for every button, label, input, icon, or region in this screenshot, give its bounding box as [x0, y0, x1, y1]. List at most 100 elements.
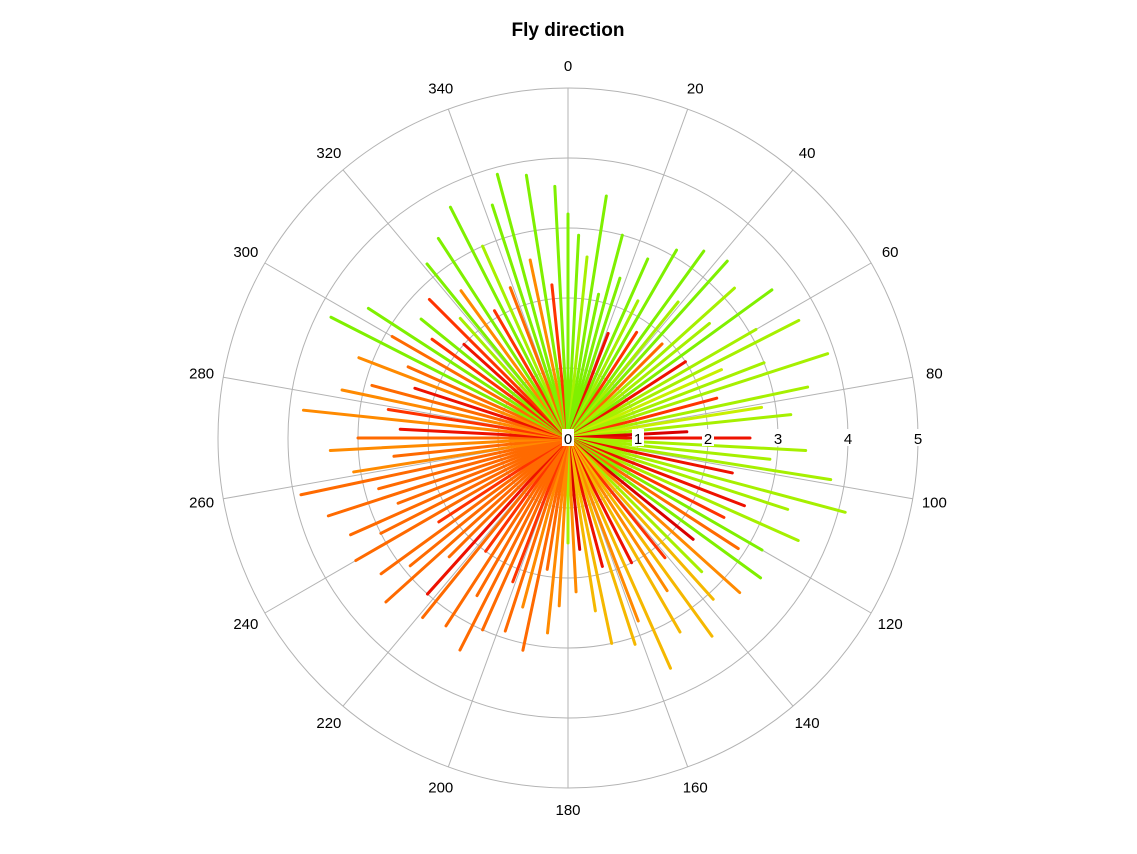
data-segment — [566, 436, 772, 461]
data-segment — [481, 436, 570, 632]
data-segment — [566, 436, 808, 452]
data-segment — [566, 436, 597, 613]
data-segment — [546, 436, 570, 635]
data-segment — [427, 297, 570, 440]
angle-tick-label: 180 — [555, 802, 580, 819]
data-segment — [566, 194, 608, 440]
data-segment — [566, 233, 581, 440]
data-segment — [370, 383, 570, 440]
data-segment — [419, 317, 570, 440]
angle-tick-label: 280 — [189, 365, 214, 382]
data-segment — [301, 408, 570, 440]
data-segment — [354, 436, 570, 562]
data-segment — [377, 436, 570, 491]
data-segment — [566, 436, 704, 574]
data-segment — [357, 356, 570, 440]
angle-tick-label: 120 — [878, 616, 903, 633]
radial-tick-label-bg — [772, 429, 784, 446]
data-segment — [448, 205, 570, 440]
angle-tick-label: 100 — [922, 495, 947, 512]
angle-tick-label: 240 — [233, 616, 258, 633]
data-segment — [566, 436, 790, 511]
data-segment — [566, 328, 758, 440]
angle-tick-label: 340 — [428, 80, 453, 97]
radial-tick-label-bg — [562, 429, 574, 446]
data-segment — [566, 436, 742, 595]
radial-tick-label: 3 — [774, 431, 782, 448]
data-segment — [349, 436, 570, 537]
data-segment — [352, 436, 570, 474]
data-segment — [566, 436, 672, 670]
data-segment — [390, 335, 570, 440]
data-segment — [566, 321, 711, 440]
data-segment — [566, 249, 706, 440]
chart-title: Fly direction — [512, 20, 625, 41]
data-segment — [566, 436, 669, 593]
data-segment — [436, 236, 570, 440]
data-segment — [566, 233, 624, 440]
data-segment — [503, 436, 570, 633]
radial-tick-label-bg — [842, 429, 854, 446]
data-segment — [528, 258, 570, 440]
data-segment — [326, 436, 570, 518]
data-segment — [566, 286, 736, 440]
data-segment — [566, 436, 764, 552]
data-segment — [408, 436, 570, 568]
data-segment — [421, 436, 570, 620]
data-segment — [386, 408, 570, 440]
data-segment — [329, 315, 570, 440]
data-segment — [566, 436, 746, 508]
data-segment — [490, 203, 570, 440]
data-segment — [566, 436, 740, 551]
radial-tick-label: 5 — [914, 431, 922, 448]
data-segment — [566, 318, 801, 440]
angle-tick-label: 60 — [882, 244, 899, 261]
data-segment — [566, 436, 637, 646]
radial-tick-label-bg — [632, 429, 644, 446]
data-segment — [566, 436, 682, 634]
data-segment — [396, 436, 570, 505]
radial-tick-label: 0 — [564, 431, 572, 448]
data-segment — [566, 255, 589, 440]
angle-tick-label: 160 — [683, 780, 708, 797]
data-segment — [566, 436, 614, 645]
data-segment — [566, 436, 833, 482]
data-segment — [566, 436, 800, 542]
data-segment — [566, 436, 726, 519]
radial-tick-label: 2 — [704, 431, 712, 448]
data-segment — [566, 436, 714, 638]
data-segment — [566, 361, 766, 440]
data-segment — [566, 257, 650, 440]
axis-labels: 0204060801001201401601802002202402602803… — [189, 58, 947, 819]
data-segment — [566, 405, 764, 440]
radial-tick-label-bg — [912, 429, 924, 446]
angle-tick-label: 200 — [428, 780, 453, 797]
data-segment — [340, 388, 570, 440]
radial-tick-label: 4 — [844, 431, 852, 448]
data-segment — [458, 436, 570, 652]
data-segment — [566, 385, 810, 440]
data-segment — [566, 259, 729, 440]
data-segment — [566, 436, 763, 580]
data-segment — [566, 436, 847, 514]
data-segment — [379, 436, 570, 576]
data-segment — [384, 436, 570, 604]
data-segment — [328, 436, 570, 452]
data-segment — [379, 436, 570, 535]
data-segment — [459, 289, 570, 440]
data-segment — [425, 436, 570, 596]
data-segment — [366, 306, 570, 440]
angle-tick-label: 80 — [926, 365, 943, 382]
data-segment — [566, 436, 715, 601]
angle-tick-label: 20 — [687, 80, 704, 97]
angle-tick-label: 0 — [564, 58, 572, 75]
data-segments — [299, 172, 847, 670]
data-segment — [566, 436, 640, 623]
data-segment — [521, 436, 570, 609]
angle-tick-label: 300 — [233, 244, 258, 261]
data-segment — [566, 300, 680, 440]
data-segment — [406, 365, 570, 440]
data-segment — [299, 436, 570, 497]
data-segment — [521, 436, 570, 652]
